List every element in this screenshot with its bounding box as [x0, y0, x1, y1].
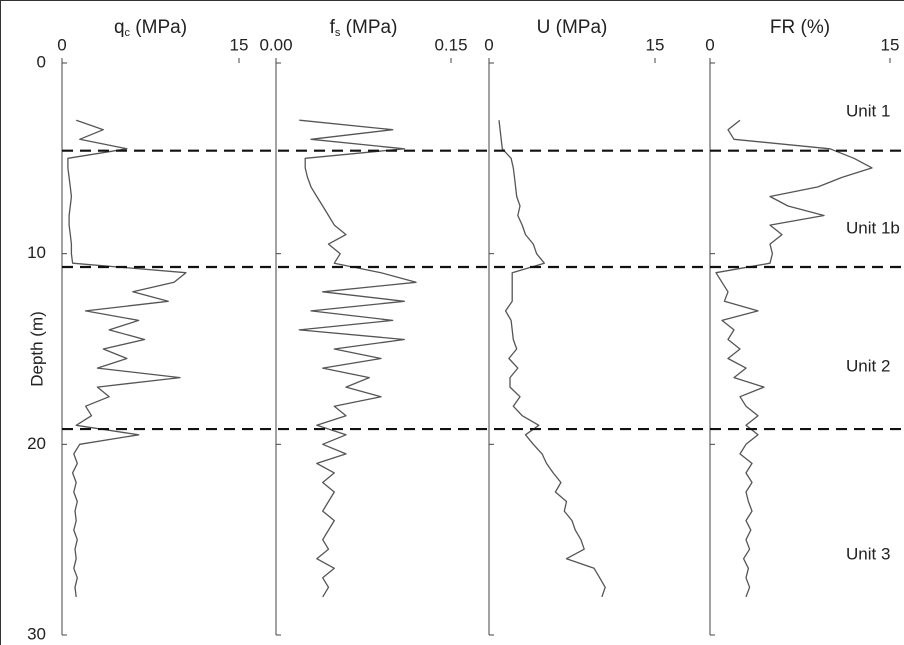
x-tick-label: 0 [57, 35, 66, 54]
x-tick-label: 0.15 [434, 35, 467, 54]
unit-label: Unit 1b [846, 218, 900, 237]
profile-line [298, 119, 417, 598]
x-tick-label: 0 [484, 35, 493, 54]
x-tick-label: 15 [881, 35, 900, 54]
y-axis-label: Depth (m) [27, 311, 46, 387]
profile-line [498, 120, 606, 598]
title-subscript: s [335, 27, 341, 39]
panel-title: qc (MPa) [114, 17, 187, 39]
title-text: q [114, 17, 125, 38]
x-tick-label: 15 [646, 35, 665, 54]
panel-title: U (MPa) [537, 17, 608, 38]
unit-label: Unit 1 [846, 101, 890, 120]
panel-title: FR (%) [770, 17, 830, 38]
x-tick-label: 0.00 [259, 35, 292, 54]
title-subscript: c [125, 27, 131, 39]
title-text: f [330, 17, 336, 38]
title-text: FR (%) [770, 17, 830, 38]
unit-label: Unit 3 [846, 544, 890, 563]
title-suffix: (MPa) [130, 17, 187, 38]
title-text: U (MPa) [537, 17, 608, 38]
y-tick-label: 10 [27, 243, 46, 262]
panel-title: fs (MPa) [330, 17, 398, 39]
x-tick-label: 15 [230, 35, 249, 54]
x-tick-label: 0 [705, 35, 714, 54]
y-tick-label: 30 [27, 624, 46, 643]
y-tick-label: 20 [27, 434, 46, 453]
y-tick-label: 0 [37, 52, 46, 71]
title-suffix: (MPa) [340, 17, 397, 38]
profile-line [67, 119, 187, 597]
unit-label: Unit 2 [846, 356, 890, 375]
profile-line [715, 119, 873, 598]
